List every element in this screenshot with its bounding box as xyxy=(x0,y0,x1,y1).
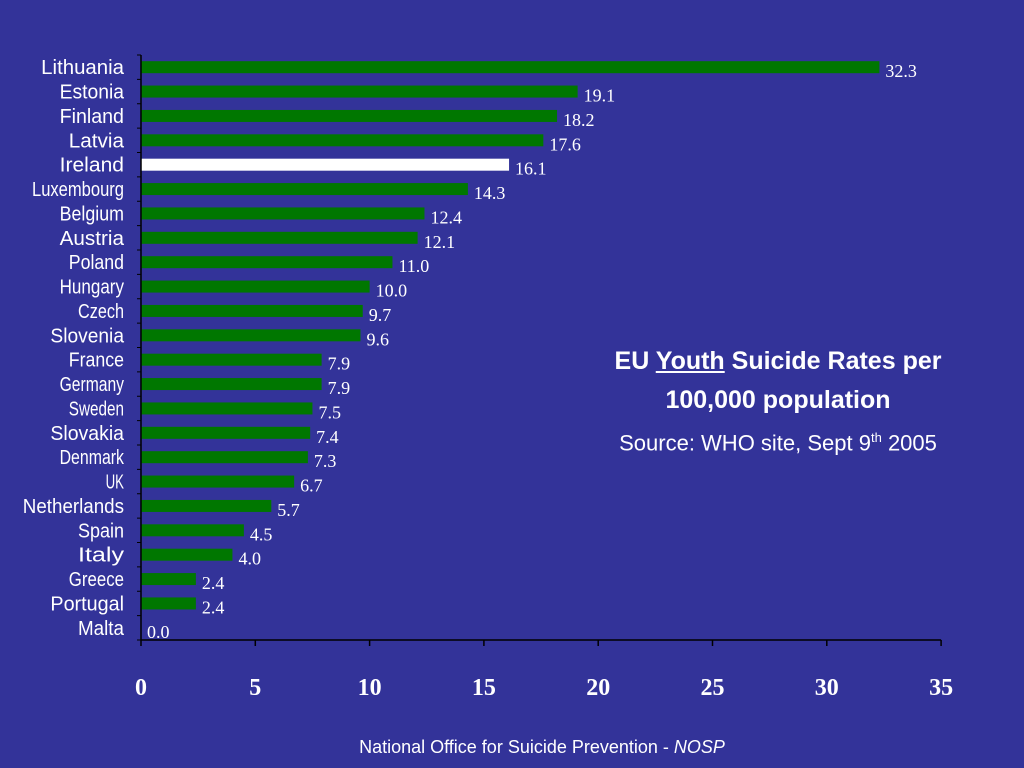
category-label: Ireland xyxy=(60,155,124,177)
category-label: Sweden xyxy=(69,398,124,420)
x-tick-label: 15 xyxy=(472,675,496,701)
bar-czech xyxy=(141,305,363,317)
category-label: Poland xyxy=(69,252,124,274)
bar-greece xyxy=(141,573,196,585)
bar-germany xyxy=(141,378,322,390)
bar-estonia xyxy=(141,86,578,98)
value-label: 2.4 xyxy=(202,573,225,593)
bar-latvia xyxy=(141,134,543,146)
value-label: 10.0 xyxy=(376,281,408,301)
value-label: 7.3 xyxy=(314,451,337,471)
category-label: Slovakia xyxy=(50,423,124,445)
value-label: 4.5 xyxy=(250,524,273,544)
category-label: Belgium xyxy=(60,203,124,225)
bar-poland xyxy=(141,256,392,268)
value-label: 2.4 xyxy=(202,597,225,617)
category-label: Austria xyxy=(60,228,125,250)
bar-sweden xyxy=(141,402,312,414)
value-label: 14.3 xyxy=(474,183,506,203)
bar-italy xyxy=(141,549,232,561)
category-label: Malta xyxy=(78,618,125,640)
value-label: 19.1 xyxy=(584,86,616,106)
category-label: Luxembourg xyxy=(32,179,124,201)
x-tick-label: 30 xyxy=(815,675,839,701)
category-label: Czech xyxy=(78,301,124,323)
chart-caption: EU Youth Suicide Rates per 100,000 popul… xyxy=(598,342,958,459)
caption-title: EU Youth Suicide Rates per 100,000 popul… xyxy=(598,342,958,420)
value-label: 5.7 xyxy=(277,500,300,520)
value-label: 4.0 xyxy=(238,549,261,569)
value-label: 7.4 xyxy=(316,427,339,447)
category-label: Italy xyxy=(78,545,124,567)
bar-hungary xyxy=(141,281,370,293)
category-label: Estonia xyxy=(60,82,125,104)
caption-title-youth: Youth xyxy=(656,347,725,375)
value-label: 18.2 xyxy=(563,110,595,130)
value-label: 7.9 xyxy=(328,378,351,398)
bar-denmark xyxy=(141,451,308,463)
bar-uk xyxy=(141,476,294,488)
value-label: 12.1 xyxy=(424,232,456,252)
bar-ireland xyxy=(141,159,509,171)
value-label: 11.0 xyxy=(398,256,429,276)
footer: National Office for Suicide Prevention -… xyxy=(0,737,1024,758)
value-label: 17.6 xyxy=(549,134,581,154)
value-label: 6.7 xyxy=(300,476,323,496)
category-label: Denmark xyxy=(60,447,125,469)
x-tick-label: 35 xyxy=(929,675,953,701)
x-tick-label: 10 xyxy=(358,675,382,701)
value-label: 16.1 xyxy=(515,159,547,179)
bar-lithuania xyxy=(141,61,879,73)
bar-luxembourg xyxy=(141,183,468,195)
bar-portugal xyxy=(141,597,196,609)
category-label: Netherlands xyxy=(23,496,124,518)
value-label: 32.3 xyxy=(885,61,917,81)
value-label: 7.5 xyxy=(318,402,341,422)
bar-spain xyxy=(141,524,244,536)
bar-finland xyxy=(141,110,557,122)
category-label: Slovenia xyxy=(50,325,124,347)
category-label: UK xyxy=(106,472,125,494)
value-label: 0.0 xyxy=(147,622,170,642)
category-label: Spain xyxy=(78,520,124,542)
category-label: France xyxy=(69,350,124,372)
value-label: 9.7 xyxy=(369,305,392,325)
x-tick-label: 5 xyxy=(249,675,261,701)
bar-belgium xyxy=(141,207,424,219)
bar-netherlands xyxy=(141,500,271,512)
value-label: 9.6 xyxy=(366,329,389,349)
category-label: Portugal xyxy=(50,593,124,615)
category-label: Germany xyxy=(60,374,124,396)
footer-emphasis: NOSP xyxy=(674,737,725,757)
value-label: 12.4 xyxy=(430,207,462,227)
category-label: Lithuania xyxy=(41,57,125,79)
category-label: Latvia xyxy=(69,130,125,152)
category-label: Hungary xyxy=(60,277,124,299)
caption-source: Source: WHO site, Sept 9th 2005 xyxy=(598,422,958,459)
category-label: Finland xyxy=(60,106,124,128)
x-axis-ticks: 0 5 10 15 20 25 30 35 xyxy=(135,640,953,701)
x-tick-label: 25 xyxy=(701,675,725,701)
bar-austria xyxy=(141,232,418,244)
x-tick-label: 20 xyxy=(586,675,610,701)
bar-slovenia xyxy=(141,329,360,341)
x-tick-label: 0 xyxy=(135,675,147,701)
bar-france xyxy=(141,354,322,366)
value-label: 7.9 xyxy=(328,354,351,374)
category-label: Greece xyxy=(69,569,124,591)
bar-slovakia xyxy=(141,427,310,439)
